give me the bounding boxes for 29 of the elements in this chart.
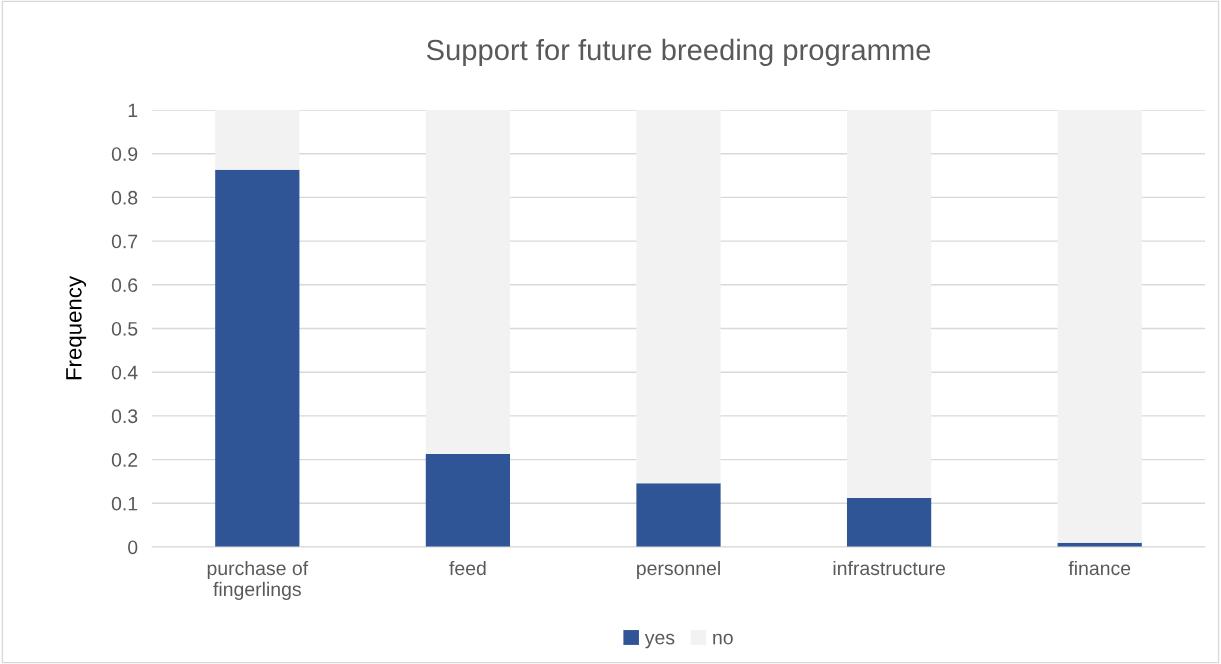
- y-tick-label: 0.9: [111, 147, 138, 161]
- bar: [425, 110, 511, 454]
- bar: [636, 483, 721, 547]
- x-tick-label: infrastructure: [833, 560, 945, 576]
- y-tick-label: 0.6: [111, 278, 138, 293]
- y-tick-label: 0: [128, 540, 138, 555]
- x-tick-label: purchase of fingerlings: [207, 560, 309, 600]
- bar: [1057, 110, 1142, 543]
- y-tick-label: 0.3: [111, 409, 138, 424]
- bar: [425, 453, 511, 547]
- x-tick-label: feed: [449, 560, 486, 576]
- y-tick-label: 0.8: [111, 190, 138, 205]
- y-tick-label: 0.5: [111, 321, 138, 336]
- y-tick-label: 0.4: [111, 365, 138, 380]
- y-tick-label: 1: [128, 103, 138, 118]
- bar: [636, 110, 721, 484]
- bar: [215, 110, 300, 170]
- y-tick-label: 0.1: [111, 496, 138, 511]
- bar: [846, 498, 932, 547]
- legend-label: no: [713, 633, 733, 645]
- x-tick-label: personnel: [637, 560, 720, 580]
- bar: [846, 110, 932, 499]
- x-tick-label: finance: [1068, 560, 1131, 576]
- bar: [215, 169, 300, 547]
- y-tick-label: 0.7: [111, 234, 138, 249]
- y-axis-title: Frequency: [66, 276, 87, 380]
- y-tick-label: 0.2: [111, 453, 138, 467]
- chart-title: Support for future breeding programme: [426, 38, 931, 67]
- legend-label: yes: [644, 633, 675, 649]
